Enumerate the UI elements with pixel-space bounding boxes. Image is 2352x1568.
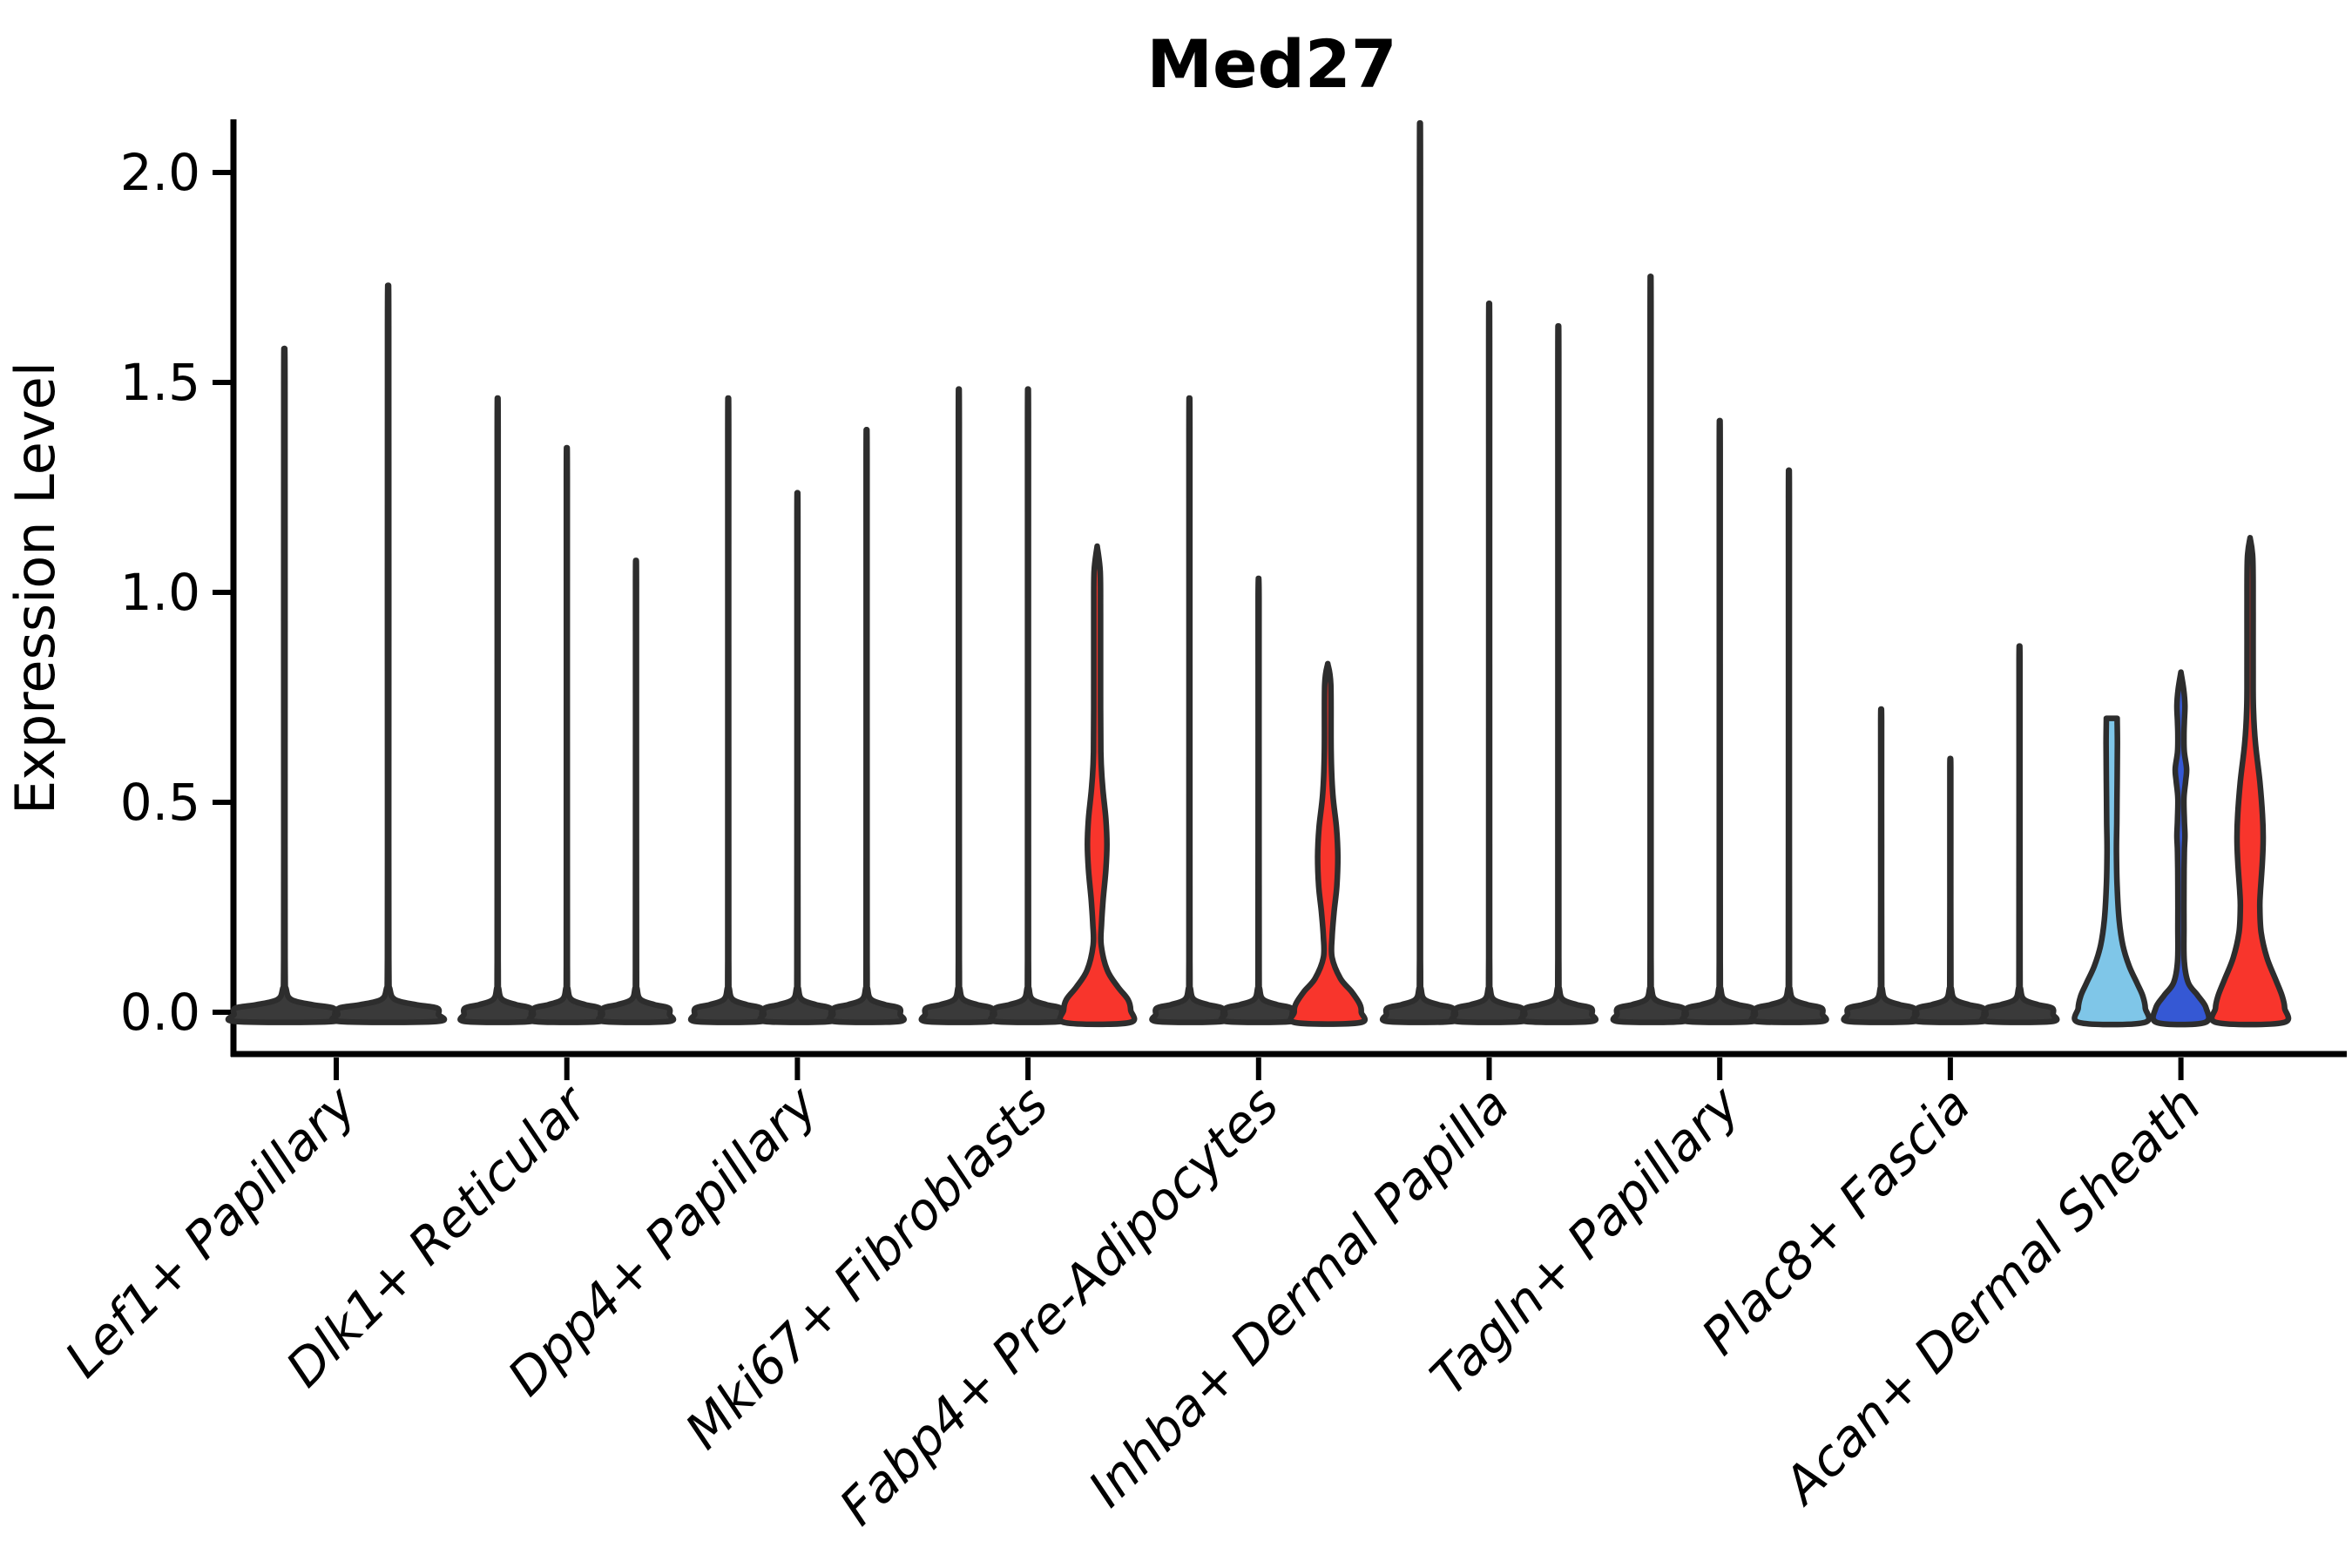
violin-spike xyxy=(687,395,769,1025)
violin-spike xyxy=(1748,467,1829,1025)
axes-layer xyxy=(213,119,2347,1080)
violin-spike xyxy=(1610,274,1691,1025)
violin-group xyxy=(1841,643,2060,1025)
violin-spike xyxy=(1909,755,1991,1025)
chart-title: Med27 xyxy=(1146,25,1396,103)
y-axis-label: Expression Level xyxy=(3,362,67,814)
violin-light_blue xyxy=(2072,715,2153,1028)
y-tick-label: 1.0 xyxy=(120,563,200,622)
violin-spike xyxy=(457,395,538,1025)
violin-spike xyxy=(225,345,344,1025)
violin-group xyxy=(687,395,907,1025)
y-tick-label: 1.5 xyxy=(120,353,200,412)
violin-spike xyxy=(1680,417,1761,1025)
violin-spike xyxy=(1149,395,1230,1025)
violin-spike xyxy=(826,427,907,1025)
violin-group xyxy=(1149,395,1369,1027)
violin-group xyxy=(1379,120,1599,1025)
violin-spike xyxy=(918,386,999,1025)
y-tick-label: 0.5 xyxy=(120,773,200,832)
violin-spike xyxy=(1517,322,1599,1025)
violin-group xyxy=(225,282,448,1025)
violin-spike xyxy=(1218,575,1299,1025)
violin-spike xyxy=(1379,120,1461,1025)
violin-red xyxy=(2208,535,2292,1028)
violin-spike xyxy=(526,444,607,1025)
y-tick-label: 0.0 xyxy=(120,983,200,1042)
violin-dark_blue xyxy=(2150,669,2212,1028)
y-tick-label: 2.0 xyxy=(120,143,200,202)
violin-red xyxy=(1057,543,1138,1028)
violin-spike xyxy=(328,282,448,1025)
violin-group xyxy=(457,395,677,1025)
x-category-label: Acan+ Dermal Sheath xyxy=(1770,1075,2213,1517)
violin-spike xyxy=(1979,643,2060,1025)
violin-spike xyxy=(1841,706,1922,1025)
x-category-label: Fabp4+ Pre-Adipocytes xyxy=(828,1075,1290,1537)
violin-spike xyxy=(595,558,677,1025)
violin-spike xyxy=(1449,301,1530,1025)
x-category-label: Inhba+ Dermal Papilla xyxy=(1077,1075,1520,1518)
violin-group xyxy=(1610,274,1829,1025)
violin-group xyxy=(918,386,1138,1028)
violin-spike xyxy=(987,386,1069,1025)
violin-group xyxy=(2072,535,2292,1028)
violin-red xyxy=(1288,660,1369,1027)
violin-layer xyxy=(225,120,2292,1028)
violin-spike xyxy=(757,490,838,1025)
